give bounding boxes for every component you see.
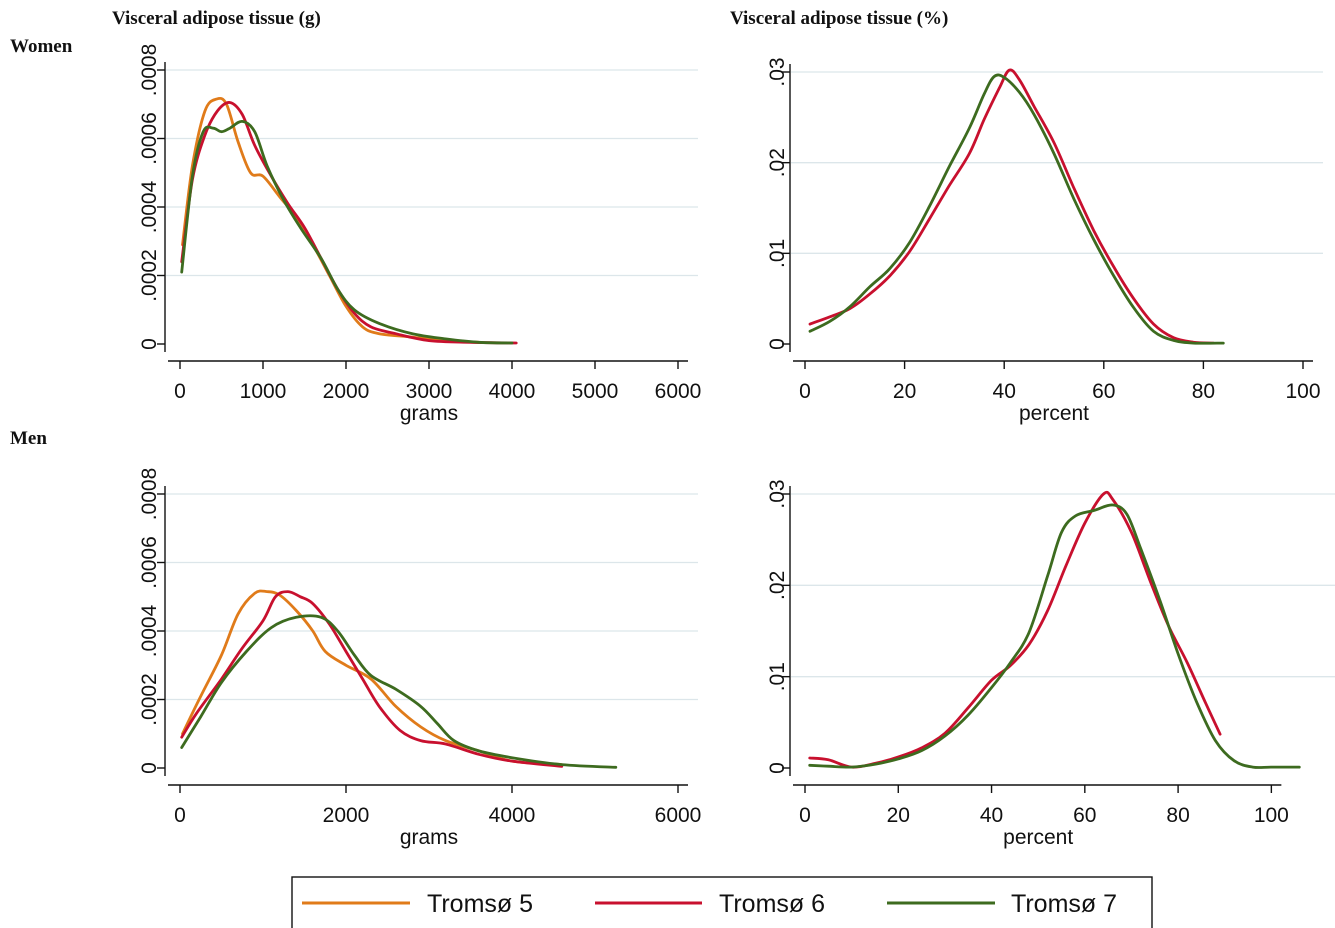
panel-men-percent: 0 .01 .02 .03 0 20 40 60 80 100 percent	[766, 479, 1335, 849]
legend: Tromsø 5 Tromsø 6 Tromsø 7	[291, 876, 1153, 928]
panel-men-grams: 0 .0002 .0004 .0006 .0008 0 2000 4000 6000 grams	[138, 468, 701, 849]
panel-women-grams: 0 .0002 .0004 .0006 .0008 0 1000 2000 3000 4000 50…	[138, 44, 701, 425]
x-tick-label: 60	[1073, 804, 1096, 827]
legend-label-tromso7: Tromsø 7	[1011, 890, 1117, 918]
series-line-tromso5	[181, 96, 481, 344]
y-tick-label: .03	[766, 479, 789, 508]
y-tick-label: .0008	[138, 468, 161, 521]
x-tick-label: 0	[799, 804, 811, 827]
x-tick-label: 6000	[655, 380, 702, 403]
x-axis-title: percent	[1019, 402, 1089, 425]
col-header-percent: Visceral adipose tissue (%)	[730, 8, 948, 29]
x-tick-label: 40	[980, 804, 1003, 827]
x-tick-label: 20	[887, 804, 910, 827]
series-line-tromso6	[808, 490, 1222, 769]
x-tick-label: 60	[1092, 380, 1115, 403]
x-tick-label: 40	[993, 380, 1016, 403]
x-axis-title: grams	[400, 826, 458, 849]
series-line-tromso7	[808, 503, 1301, 769]
x-tick-label: 100	[1285, 380, 1320, 403]
panel-women-percent: 0 .01 .02 .03 0 20 40 60 80 100 percent	[766, 57, 1323, 425]
x-tick-label: 2000	[323, 380, 370, 403]
x-tick-label: 80	[1192, 380, 1215, 403]
series-line-tromso6	[808, 68, 1215, 345]
x-tick-label: 100	[1254, 804, 1289, 827]
x-tick-label: 2000	[323, 804, 370, 827]
x-tick-label: 20	[893, 380, 916, 403]
x-tick-label: 3000	[406, 380, 453, 403]
series-line-tromso7	[180, 614, 618, 769]
x-axis-title: percent	[1003, 826, 1073, 849]
y-tick-label: 0	[138, 338, 161, 350]
y-tick-label: .0008	[138, 44, 161, 97]
x-tick-label: 0	[799, 380, 811, 403]
y-tick-label: .0002	[138, 249, 161, 302]
series-line-tromso7	[180, 119, 514, 345]
y-tick-label: 0	[766, 762, 789, 774]
x-tick-label: 5000	[572, 380, 619, 403]
row-header-men: Men	[10, 428, 47, 449]
legend-label-tromso5: Tromsø 5	[427, 890, 533, 918]
y-tick-label: .0004	[138, 604, 161, 657]
legend-label-tromso6: Tromsø 6	[719, 890, 825, 918]
legend-box	[291, 876, 1153, 928]
y-tick-label: .01	[766, 239, 789, 268]
series-line-tromso7	[808, 73, 1225, 345]
y-tick-label: .02	[766, 571, 789, 600]
y-tick-label: 0	[766, 338, 789, 350]
y-tick-label: .01	[766, 662, 789, 691]
col-header-grams: Visceral adipose tissue (g)	[112, 8, 321, 29]
x-tick-label: 1000	[240, 380, 287, 403]
series-line-tromso6	[180, 101, 518, 345]
y-tick-label: .0006	[138, 112, 161, 165]
x-axis-title: grams	[400, 402, 458, 425]
x-tick-label: 4000	[489, 380, 536, 403]
y-tick-label: .03	[766, 57, 789, 86]
x-tick-label: 6000	[655, 804, 702, 827]
x-tick-label: 80	[1166, 804, 1189, 827]
series-line-tromso5	[181, 589, 564, 766]
row-header-women: Women	[10, 36, 73, 57]
x-tick-label: 4000	[489, 804, 536, 827]
y-tick-label: .0002	[138, 673, 161, 726]
y-tick-label: .0004	[138, 180, 161, 233]
y-tick-label: .02	[766, 148, 789, 177]
x-tick-label: 0	[174, 380, 186, 403]
y-tick-label: .0006	[138, 536, 161, 589]
y-tick-label: 0	[138, 762, 161, 774]
x-tick-label: 0	[174, 804, 186, 827]
